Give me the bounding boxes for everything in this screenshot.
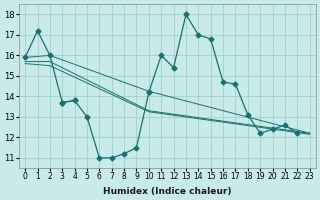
X-axis label: Humidex (Indice chaleur): Humidex (Indice chaleur) [103,187,232,196]
